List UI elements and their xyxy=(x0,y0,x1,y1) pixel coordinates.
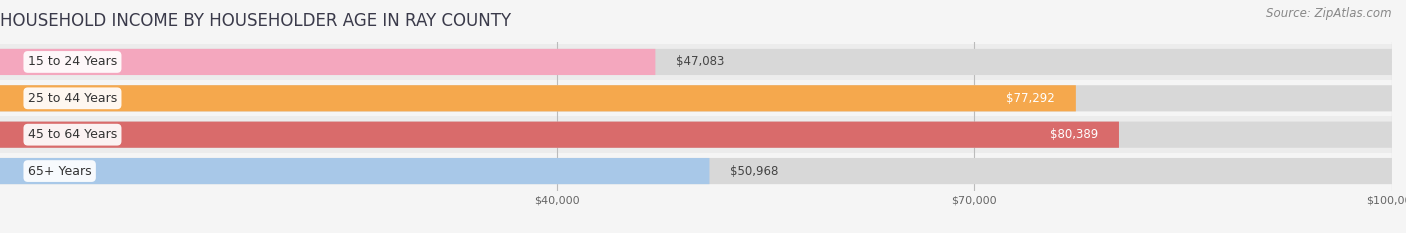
Text: Source: ZipAtlas.com: Source: ZipAtlas.com xyxy=(1267,7,1392,20)
FancyBboxPatch shape xyxy=(0,158,1392,184)
Text: HOUSEHOLD INCOME BY HOUSEHOLDER AGE IN RAY COUNTY: HOUSEHOLD INCOME BY HOUSEHOLDER AGE IN R… xyxy=(0,12,512,30)
FancyBboxPatch shape xyxy=(0,153,1392,189)
FancyBboxPatch shape xyxy=(0,122,1392,148)
FancyBboxPatch shape xyxy=(0,158,710,184)
Text: 65+ Years: 65+ Years xyxy=(28,164,91,178)
Text: $47,083: $47,083 xyxy=(676,55,724,69)
FancyBboxPatch shape xyxy=(0,122,1119,148)
FancyBboxPatch shape xyxy=(0,44,1392,80)
FancyBboxPatch shape xyxy=(0,85,1392,111)
FancyBboxPatch shape xyxy=(0,49,1392,75)
Text: 15 to 24 Years: 15 to 24 Years xyxy=(28,55,117,69)
FancyBboxPatch shape xyxy=(0,80,1392,116)
Text: $50,968: $50,968 xyxy=(730,164,779,178)
FancyBboxPatch shape xyxy=(0,85,1076,111)
Text: $77,292: $77,292 xyxy=(1007,92,1054,105)
FancyBboxPatch shape xyxy=(0,49,655,75)
Text: 45 to 64 Years: 45 to 64 Years xyxy=(28,128,117,141)
FancyBboxPatch shape xyxy=(0,116,1392,153)
Text: 25 to 44 Years: 25 to 44 Years xyxy=(28,92,117,105)
Text: $80,389: $80,389 xyxy=(1050,128,1098,141)
